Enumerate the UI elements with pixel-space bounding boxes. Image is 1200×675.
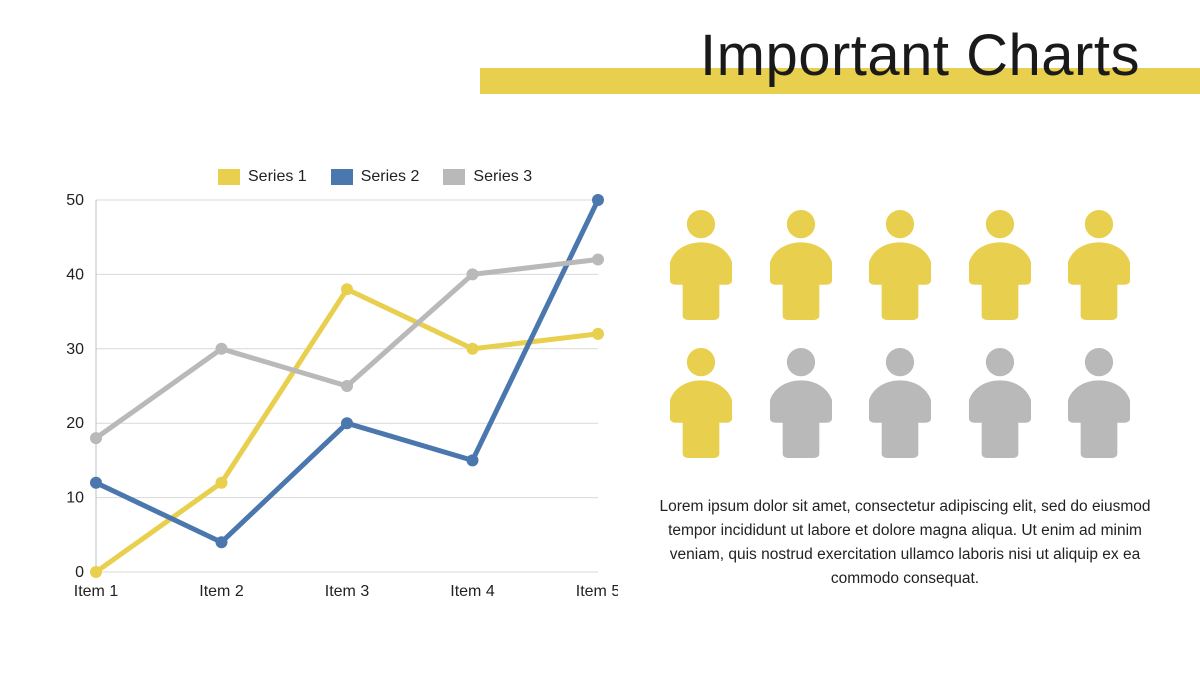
person-icon (864, 210, 936, 320)
series-marker (467, 268, 479, 280)
person-icon (964, 210, 1036, 320)
series-marker (90, 566, 102, 578)
legend-label: Series 1 (248, 168, 307, 186)
person-icon (765, 348, 837, 458)
legend-item-series3: Series 3 (443, 168, 532, 186)
chart-svg: 0 10 20 30 40 50 Item 1 Item 2 Item 3 Item 4 Item … (48, 190, 618, 610)
series-marker (90, 477, 102, 489)
person-icon (765, 210, 837, 320)
y-tick-label: 40 (66, 266, 84, 283)
legend-item-series2: Series 2 (331, 168, 420, 186)
series-marker (216, 477, 228, 489)
series-marker (341, 380, 353, 392)
legend-swatch-series3 (443, 169, 465, 185)
series-marker (216, 343, 228, 355)
chart-legend: Series 1 Series 2 Series 3 (218, 168, 532, 186)
person-icon (1063, 348, 1135, 458)
person-icon (964, 348, 1036, 458)
person-icon (864, 348, 936, 458)
series-marker (467, 454, 479, 466)
x-tick-label: Item 5 (576, 583, 618, 600)
series-marker (341, 283, 353, 295)
people-row (665, 210, 1135, 320)
legend-swatch-series1 (218, 169, 240, 185)
person-icon (665, 348, 737, 458)
y-tick-label: 10 (66, 490, 84, 507)
legend-item-series1: Series 1 (218, 168, 307, 186)
y-tick-label: 0 (75, 564, 84, 581)
legend-swatch-series2 (331, 169, 353, 185)
body-text: Lorem ipsum dolor sit amet, consectetur … (650, 495, 1160, 591)
legend-label: Series 2 (361, 168, 420, 186)
x-tick-label: Item 1 (74, 583, 119, 600)
series-marker (592, 328, 604, 340)
y-tick-label: 20 (66, 415, 84, 432)
x-tick-label: Item 2 (199, 583, 244, 600)
series-marker (592, 254, 604, 266)
person-icon (665, 210, 737, 320)
series-marker (216, 536, 228, 548)
x-tick-label: Item 4 (450, 583, 495, 600)
page-title: Important Charts (700, 22, 1140, 89)
series-marker (90, 432, 102, 444)
people-row (665, 348, 1135, 458)
legend-label: Series 3 (473, 168, 532, 186)
series-marker (592, 194, 604, 206)
line-chart: Series 1 Series 2 Series 3 0 10 20 30 40 50 It… (48, 170, 618, 610)
series-marker (341, 417, 353, 429)
series-marker (467, 343, 479, 355)
person-icon (1063, 210, 1135, 320)
series-line (96, 289, 598, 572)
y-tick-label: 30 (66, 341, 84, 358)
series-line (96, 200, 598, 542)
y-tick-label: 50 (66, 192, 84, 209)
x-tick-label: Item 3 (325, 583, 370, 600)
people-pictograph (665, 210, 1145, 486)
